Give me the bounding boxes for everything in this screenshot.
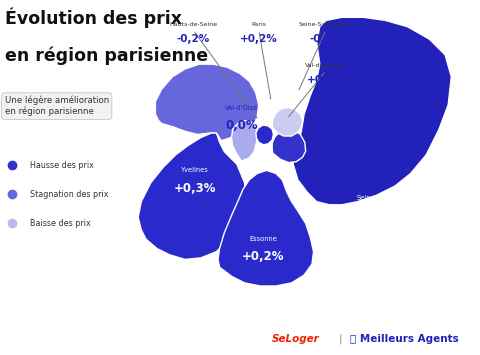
Text: SeLoger: SeLoger xyxy=(272,334,320,344)
Text: Stagnation des prix: Stagnation des prix xyxy=(30,190,108,199)
Text: -0,2%: -0,2% xyxy=(176,34,210,44)
Text: Hauts-de-Seine: Hauts-de-Seine xyxy=(169,22,217,27)
Text: Val-d'Oise: Val-d'Oise xyxy=(225,105,258,111)
Text: Paris: Paris xyxy=(252,22,266,27)
Text: +0,3%: +0,3% xyxy=(361,210,404,223)
Polygon shape xyxy=(293,17,451,205)
Text: Seine-Saint-Denis: Seine-Saint-Denis xyxy=(298,22,354,27)
Text: +0,2%: +0,2% xyxy=(240,34,277,44)
Text: +0,3%: +0,3% xyxy=(173,181,216,195)
Text: 0,0%: 0,0% xyxy=(225,119,258,132)
Text: Une légère amélioration
en région parisienne: Une légère amélioration en région parisi… xyxy=(5,96,109,116)
Text: +0,2%: +0,2% xyxy=(242,250,285,263)
Polygon shape xyxy=(272,107,302,136)
Polygon shape xyxy=(138,133,246,260)
Polygon shape xyxy=(156,64,259,141)
Text: Évolution des prix: Évolution des prix xyxy=(5,7,181,28)
Text: Essonne: Essonne xyxy=(250,236,277,242)
Text: Baisse des prix: Baisse des prix xyxy=(30,219,91,228)
Polygon shape xyxy=(256,125,274,145)
Text: Hausse des prix: Hausse des prix xyxy=(30,160,94,170)
Text: Seine-et-Marne: Seine-et-Marne xyxy=(357,196,408,202)
Text: Yvelines: Yvelines xyxy=(180,167,208,173)
Text: -0,1%: -0,1% xyxy=(310,34,343,44)
Text: |: | xyxy=(338,334,342,344)
Text: Ⓞ Meilleurs Agents: Ⓞ Meilleurs Agents xyxy=(350,334,459,344)
Polygon shape xyxy=(272,129,306,163)
Text: en région parisienne: en région parisienne xyxy=(5,46,208,65)
Text: +0,2%: +0,2% xyxy=(307,75,345,85)
Polygon shape xyxy=(218,170,313,286)
Text: Val-de-Marne: Val-de-Marne xyxy=(305,62,347,67)
Polygon shape xyxy=(231,120,257,161)
